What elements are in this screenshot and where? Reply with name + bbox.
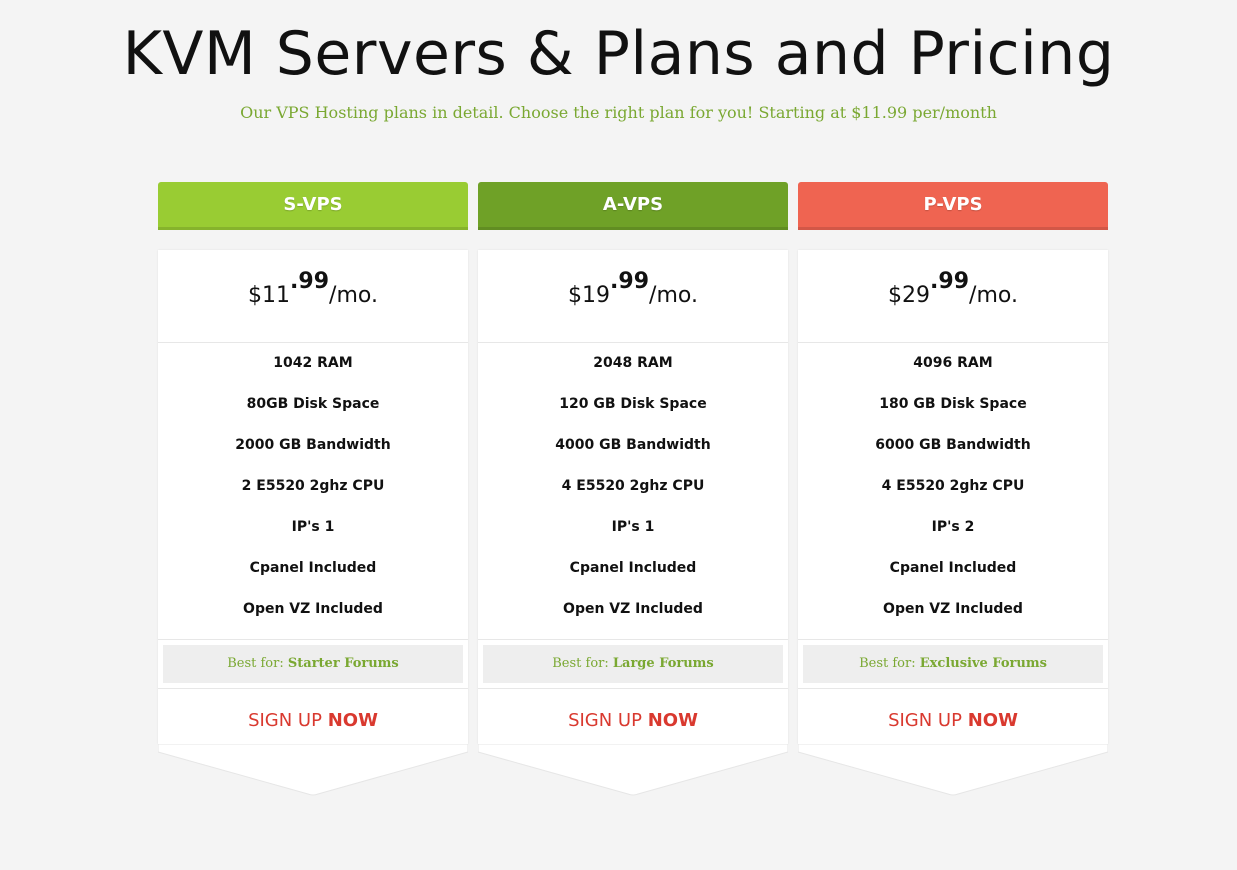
feature-list: 4096 RAM 180 GB Disk Space 6000 GB Bandw… xyxy=(798,343,1108,640)
feature-cpanel: Cpanel Included xyxy=(249,560,377,576)
plan-price: $29.99/mo. xyxy=(798,250,1108,343)
price-period: /mo. xyxy=(649,283,698,308)
price-period: /mo. xyxy=(969,283,1018,308)
feature-bandwidth: 4000 GB Bandwidth xyxy=(555,437,711,453)
price-period: /mo. xyxy=(329,283,378,308)
feature-ips: IP's 1 xyxy=(291,519,335,535)
feature-list: 1042 RAM 80GB Disk Space 2000 GB Bandwid… xyxy=(158,343,468,640)
sign-up-now: NOW xyxy=(967,710,1018,731)
sign-up-text: SIGN UP xyxy=(248,710,322,731)
feature-ips: IP's 1 xyxy=(611,519,655,535)
feature-cpanel: Cpanel Included xyxy=(569,560,697,576)
feature-ips: IP's 2 xyxy=(931,519,975,535)
feature-disk: 180 GB Disk Space xyxy=(879,396,1027,412)
sign-up-button[interactable]: SIGN UP NOW xyxy=(158,706,468,736)
feature-openvz: Open VZ Included xyxy=(243,601,383,617)
best-for-label: Best for: xyxy=(552,656,609,671)
divider xyxy=(798,688,1108,689)
feature-cpu: 4 E5520 2ghz CPU xyxy=(561,478,705,494)
divider xyxy=(478,688,788,689)
card-arrow-tail xyxy=(478,744,788,796)
price-cents: .99 xyxy=(930,269,970,294)
plan-name: S-VPS xyxy=(283,194,343,215)
feature-cpu: 2 E5520 2ghz CPU xyxy=(241,478,385,494)
plan-price: $11.99/mo. xyxy=(158,250,468,343)
best-for-label: Best for: xyxy=(227,656,284,671)
best-for-value: Exclusive Forums xyxy=(919,656,1047,671)
feature-cpu: 4 E5520 2ghz CPU xyxy=(881,478,1025,494)
plan-name: P-VPS xyxy=(923,194,983,215)
plan-card-p-vps: P-VPS $29.99/mo. 4096 RAM 180 GB Disk Sp… xyxy=(798,182,1108,802)
feature-ram: 4096 RAM xyxy=(913,355,993,371)
sign-up-now: NOW xyxy=(327,710,378,731)
plan-header: P-VPS xyxy=(798,182,1108,230)
best-for-label: Best for: xyxy=(859,656,916,671)
card-arrow-tail xyxy=(798,744,1108,796)
plan-header: A-VPS xyxy=(478,182,788,230)
best-for-value: Starter Forums xyxy=(287,656,399,671)
sign-up-button[interactable]: SIGN UP NOW xyxy=(798,706,1108,736)
plan-card-s-vps: S-VPS $11.99/mo. 1042 RAM 80GB Disk Spac… xyxy=(158,182,468,802)
feature-cpanel: Cpanel Included xyxy=(889,560,1017,576)
sign-up-text: SIGN UP xyxy=(568,710,642,731)
price-cents: .99 xyxy=(290,269,330,294)
page-subtitle: Our VPS Hosting plans in detail. Choose … xyxy=(240,103,997,122)
plan-name: A-VPS xyxy=(602,194,664,215)
price-dollars: $19 xyxy=(568,283,611,308)
plan-card-a-vps: A-VPS $19.99/mo. 2048 RAM 120 GB Disk Sp… xyxy=(478,182,788,802)
feature-disk: 80GB Disk Space xyxy=(246,396,380,412)
pricing-plans: S-VPS $11.99/mo. 1042 RAM 80GB Disk Spac… xyxy=(158,182,1108,802)
best-for-value: Large Forums xyxy=(612,656,714,671)
feature-list: 2048 RAM 120 GB Disk Space 4000 GB Bandw… xyxy=(478,343,788,640)
card-arrow-tail xyxy=(158,744,468,796)
plan-body: $29.99/mo. 4096 RAM 180 GB Disk Space 60… xyxy=(798,250,1108,744)
feature-ram: 2048 RAM xyxy=(593,355,673,371)
plan-body: $11.99/mo. 1042 RAM 80GB Disk Space 2000… xyxy=(158,250,468,744)
plan-body: $19.99/mo. 2048 RAM 120 GB Disk Space 40… xyxy=(478,250,788,744)
best-for-box: Best for: Large Forums xyxy=(483,645,783,683)
sign-up-now: NOW xyxy=(647,710,698,731)
feature-openvz: Open VZ Included xyxy=(883,601,1023,617)
best-for-box: Best for: Exclusive Forums xyxy=(803,645,1103,683)
divider xyxy=(158,688,468,689)
feature-disk: 120 GB Disk Space xyxy=(559,396,707,412)
plan-header: S-VPS xyxy=(158,182,468,230)
feature-bandwidth: 2000 GB Bandwidth xyxy=(235,437,391,453)
sign-up-text: SIGN UP xyxy=(888,710,962,731)
page-title: KVM Servers & Plans and Pricing xyxy=(122,19,1115,89)
feature-openvz: Open VZ Included xyxy=(563,601,703,617)
price-dollars: $11 xyxy=(248,283,291,308)
feature-bandwidth: 6000 GB Bandwidth xyxy=(875,437,1031,453)
price-dollars: $29 xyxy=(888,283,931,308)
plan-price: $19.99/mo. xyxy=(478,250,788,343)
feature-ram: 1042 RAM xyxy=(273,355,353,371)
price-cents: .99 xyxy=(610,269,650,294)
best-for-box: Best for: Starter Forums xyxy=(163,645,463,683)
sign-up-button[interactable]: SIGN UP NOW xyxy=(478,706,788,736)
